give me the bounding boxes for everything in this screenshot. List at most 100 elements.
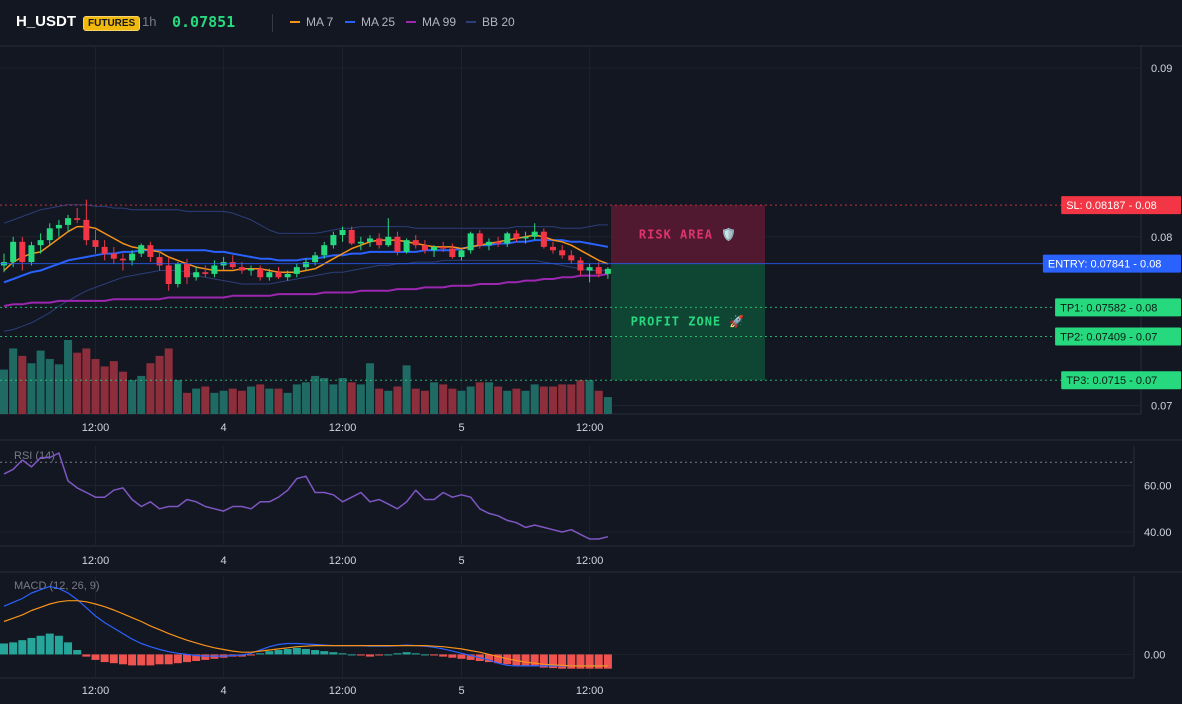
candle-body	[504, 233, 511, 244]
time-axes: 12:00 4 12:00 5 12:00 12:00 4 12:00 5 12:00 12:00 4…	[82, 422, 604, 697]
macd-histogram-bar	[164, 654, 173, 665]
risk-area-label: RISK AREA 🛡️	[639, 227, 737, 241]
rsi-tick-label: 40.00	[1144, 527, 1172, 539]
symbol-name[interactable]: H_USDT	[16, 13, 77, 30]
macd-histogram-bar	[91, 654, 100, 660]
candle-body	[119, 258, 126, 261]
macd-histogram-bar	[439, 654, 448, 657]
candle-body	[522, 236, 529, 239]
candle-body	[275, 272, 282, 278]
macd-histogram-bar	[0, 643, 8, 655]
rsi-pane[interactable]: RSI (14) 60.00 40.00	[0, 450, 1172, 540]
price-axis[interactable]: 0.09 0.08 0.07	[1151, 63, 1172, 413]
legend-ma25[interactable]: MA 25	[345, 15, 395, 29]
macd-histogram-bar	[347, 654, 356, 656]
legend-bb20[interactable]: BB 20	[466, 15, 515, 29]
candlesticks[interactable]	[1, 199, 611, 291]
ma99-swatch-icon	[406, 21, 416, 23]
tp3-tag-bg	[1061, 371, 1181, 390]
candle-body	[568, 255, 575, 261]
volume-bar	[603, 397, 612, 414]
time-tick-label: 5	[458, 685, 464, 697]
timeframe-label[interactable]: 1h	[142, 14, 157, 29]
volume-bar	[201, 386, 210, 414]
entry-tag-text: ENTRY: 0.07841 - 0.08	[1048, 259, 1162, 271]
candle-body	[202, 272, 209, 274]
volume-bar	[475, 382, 484, 414]
candle-body	[330, 235, 337, 246]
ma99-line	[3, 272, 609, 307]
volume-bar	[18, 355, 27, 414]
macd-histogram-bar	[448, 654, 457, 658]
candle-body	[577, 260, 584, 271]
macd-histogram-bar	[274, 650, 283, 655]
rsi-label: RSI (14)	[14, 450, 55, 462]
candle-body	[339, 230, 346, 236]
time-tick-label: 4	[221, 555, 227, 567]
chart-header: H_USDT FUTURES 1h 0.07851 MA 7 MA 25 MA …	[0, 0, 1182, 46]
candle-body	[367, 238, 373, 242]
tp2-tag: TP2: 0.07409 - 0.07	[1055, 327, 1181, 346]
trade-levels	[0, 204, 1070, 381]
legend-ma99[interactable]: MA 99	[406, 15, 456, 29]
tp3-tag: TP3: 0.0715 - 0.07	[1061, 371, 1181, 390]
macd-histogram-bar	[45, 633, 54, 655]
volume-bar	[329, 384, 338, 414]
candle-body	[229, 262, 236, 268]
time-tick-label: 12:00	[82, 685, 110, 697]
candle-body	[248, 268, 255, 271]
candle-body	[412, 240, 419, 246]
macd-histogram-bar	[466, 654, 475, 660]
legend-ma7[interactable]: MA 7	[290, 15, 333, 29]
volume-bar	[155, 355, 164, 414]
macd-histogram-bar	[82, 654, 91, 657]
bb-lower-line	[3, 259, 608, 332]
macd-histogram-bar	[18, 640, 27, 655]
volume-bar	[576, 380, 585, 414]
candle-body	[74, 218, 81, 220]
volume-bar	[521, 390, 530, 414]
legend-ma7-label: MA 7	[306, 15, 334, 29]
macd-histogram-bar	[192, 654, 201, 661]
candle-body	[586, 267, 593, 271]
macd-histogram-bar	[173, 654, 182, 664]
macd-line	[3, 585, 608, 667]
volume-bar	[457, 390, 466, 414]
candle-body	[357, 241, 364, 244]
bb20-swatch-icon	[466, 21, 476, 23]
bollinger-bands	[3, 204, 608, 332]
tp2-tag-text: TP2: 0.07409 - 0.07	[1060, 332, 1157, 344]
volume-bar	[100, 366, 109, 414]
macd-histogram-bar	[27, 637, 36, 655]
macd-histogram-bar	[603, 654, 612, 669]
macd-histogram-bar	[494, 654, 503, 664]
volume-bar	[91, 359, 100, 414]
volume-bar	[585, 380, 594, 414]
candle-body	[174, 263, 181, 285]
volume-bar	[393, 386, 402, 414]
candle-body	[65, 218, 72, 225]
volume-bar	[366, 363, 374, 414]
macd-pane[interactable]: MACD (12, 26, 9) 0.00	[0, 580, 1165, 669]
candle-body	[403, 240, 410, 252]
macd-histogram-bar	[247, 654, 256, 656]
candle-body	[147, 245, 154, 258]
volume-bar	[237, 390, 246, 414]
volume-bar	[301, 382, 310, 414]
profit-zone	[611, 263, 765, 381]
volume-bar	[530, 384, 539, 414]
candle-body	[101, 246, 108, 254]
candle-body	[467, 233, 474, 251]
volume-bar	[73, 352, 82, 414]
macd-histogram-bar	[356, 654, 365, 656]
volume-bar	[256, 384, 265, 414]
candle-body	[266, 272, 273, 278]
candle-body	[28, 245, 35, 263]
time-tick-label: 12:00	[329, 422, 357, 434]
candle-body	[394, 236, 401, 252]
volume-bar	[347, 382, 356, 414]
tp1-tag-bg	[1055, 298, 1181, 317]
volume-bar	[283, 392, 292, 414]
macd-histogram-bar	[457, 654, 466, 659]
